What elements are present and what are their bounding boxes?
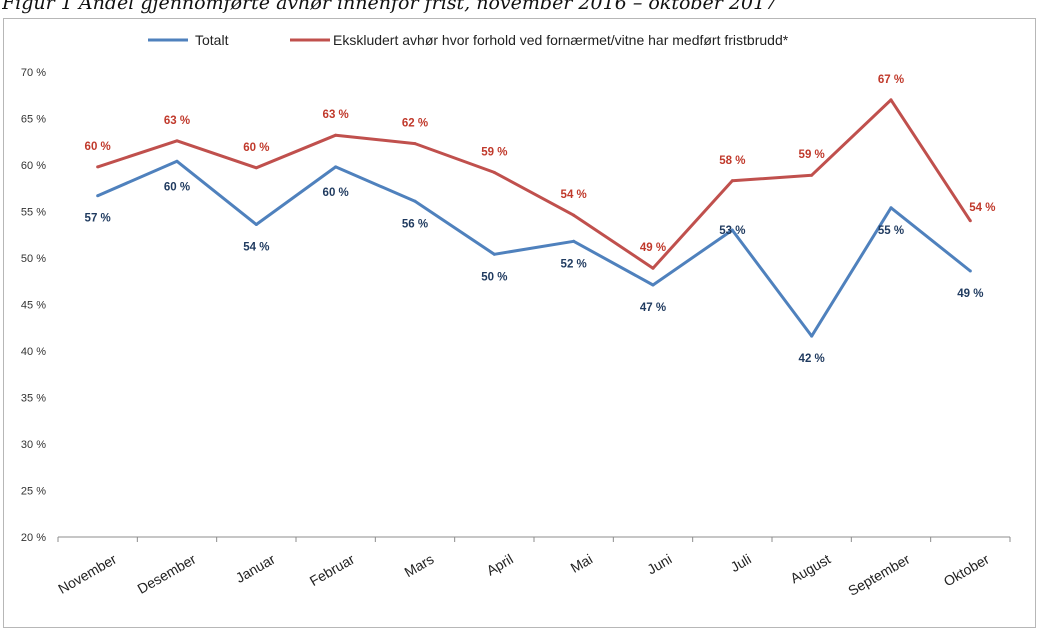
legend-label-1: Totalt (195, 32, 229, 48)
data-point (175, 159, 179, 163)
data-label: 49 % (640, 242, 666, 254)
y-tick-label: 30 % (21, 439, 46, 451)
data-point (334, 165, 338, 169)
data-point (889, 98, 893, 102)
chart-frame (3, 18, 1036, 628)
data-point (96, 194, 100, 198)
data-point (730, 179, 734, 183)
data-point (889, 206, 893, 210)
data-labels-layer: 60 % 63 % 60 % 63 % 62 % 59 % 54 % 49 % 58 % 59 %… (85, 74, 996, 365)
data-point (968, 219, 972, 223)
data-point (730, 228, 734, 232)
x-tick-label: Mars (402, 551, 437, 580)
data-point (651, 266, 655, 270)
y-axis: 20 % 25 % 30 % 35 % 40 % 45 % 50 % 55 % 60 % 65 %… (21, 67, 46, 544)
data-label: 55 % (878, 225, 904, 237)
data-point (334, 133, 338, 137)
y-tick-label: 65 % (21, 114, 46, 126)
y-tick-label: 25 % (21, 486, 46, 498)
data-point (572, 239, 576, 243)
legend-label-2: Ekskludert avhør hvor forhold ved fornær… (333, 32, 789, 48)
data-point (254, 223, 258, 227)
y-tick-label: 20 % (21, 532, 46, 544)
data-label: 62 % (402, 118, 428, 130)
series-line-1 (97, 159, 972, 338)
data-label: 49 % (957, 288, 983, 300)
y-tick-label: 35 % (21, 393, 46, 405)
y-tick-label: 55 % (21, 207, 46, 219)
data-label: 63 % (164, 115, 190, 127)
data-label: 42 % (799, 353, 825, 365)
x-tick-label: Juli (728, 551, 754, 575)
data-label: 60 % (323, 187, 349, 199)
data-label: 59 % (799, 149, 825, 161)
x-axis: November Desember Januar Februar Mars April Ma… (55, 536, 1011, 599)
x-tick-label: Januar (233, 551, 278, 586)
x-tick-label: Desember (135, 551, 199, 597)
data-point (413, 199, 417, 203)
data-label: 67 % (878, 74, 904, 86)
data-point (492, 252, 496, 256)
y-tick-label: 70 % (21, 67, 46, 79)
data-label: 53 % (719, 225, 745, 237)
data-label: 54 % (561, 189, 587, 201)
data-point (572, 213, 576, 217)
x-tick-label: November (55, 551, 119, 597)
data-label: 57 % (85, 213, 111, 225)
data-point (175, 139, 179, 143)
x-tick-label: Juni (644, 551, 674, 578)
x-tick-label: April (484, 551, 516, 579)
data-label: 59 % (481, 146, 507, 158)
data-label: 52 % (561, 258, 587, 270)
data-label: 60 % (164, 181, 190, 193)
data-label: 58 % (719, 155, 745, 167)
series-line-2 (97, 98, 972, 270)
y-tick-label: 40 % (21, 346, 46, 358)
data-label: 60 % (243, 142, 269, 154)
data-label: 50 % (481, 271, 507, 283)
x-tick-label: Mai (568, 551, 596, 576)
data-point (810, 173, 814, 177)
data-point (96, 165, 100, 169)
y-tick-label: 45 % (21, 300, 46, 312)
x-tick-label: Februar (307, 551, 358, 590)
legend: Totalt Ekskludert avhør hvor forhold ved … (148, 32, 789, 48)
data-label: 63 % (323, 109, 349, 121)
data-point (651, 283, 655, 287)
y-tick-label: 60 % (21, 160, 46, 172)
series-layer (96, 98, 972, 338)
x-tick-label: August (787, 551, 833, 587)
x-tick-label: Oktober (941, 551, 992, 590)
data-label: 54 % (969, 202, 995, 214)
data-label: 47 % (640, 302, 666, 314)
data-point (254, 166, 258, 170)
data-point (968, 269, 972, 273)
data-point (810, 334, 814, 338)
y-tick-label: 50 % (21, 253, 46, 265)
data-label: 54 % (243, 242, 269, 254)
figure-caption: Figur 1 Andel gjennomførte avhør innenfo… (2, 0, 778, 14)
data-point (492, 170, 496, 174)
data-label: 56 % (402, 218, 428, 230)
data-point (413, 142, 417, 146)
data-label: 60 % (85, 141, 111, 153)
x-tick-label: September (845, 551, 913, 599)
